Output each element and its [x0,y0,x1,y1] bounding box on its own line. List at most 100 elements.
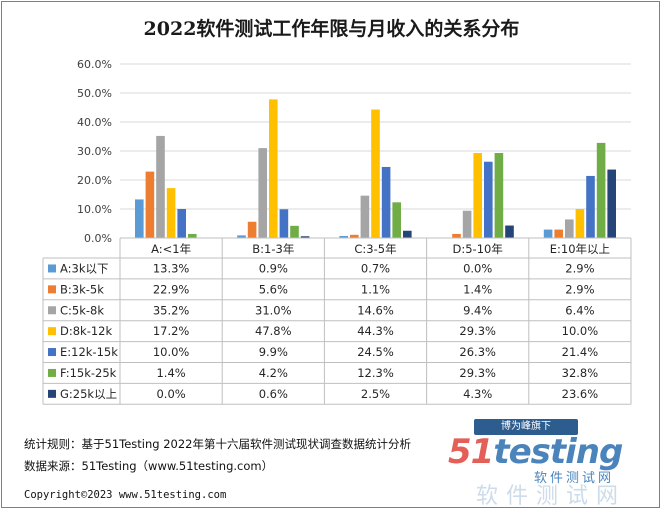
footer-source: 数据来源：51Testing（www.51testing.com） [24,459,274,473]
table-value: 0.0% [463,261,492,275]
table-value: 1.4% [463,282,492,296]
legend-key [48,348,56,357]
table-value: 4.2% [259,366,288,380]
table-value: 2.9% [565,282,594,296]
legend-key [48,368,56,377]
footer-rule: 统计规则：基于51Testing 2022年第十六届软件测试现状调查数据统计分析 [24,437,411,451]
y-tick-label: 20.0% [77,174,112,187]
table-value: 35.2% [153,303,190,317]
bar [145,171,155,238]
table-value: 13.3% [153,261,190,275]
bar [505,225,514,238]
table-value: 24.5% [357,345,394,359]
bar [156,135,165,238]
series-label: E:12k-15k [60,345,118,359]
watermark-logo: 51testing [448,432,623,472]
bar [258,148,267,238]
category-label: E:10年以上 [550,242,610,256]
watermark-sub-faded: 软件测试网 [476,484,627,509]
table-value: 9.4% [463,303,492,317]
bar [473,153,482,238]
bar [586,175,595,238]
table-value: 47.8% [255,324,292,338]
table-value: 44.3% [357,324,394,338]
category-label: C:3-5年 [354,242,396,256]
table-value: 0.9% [259,261,288,275]
bar [596,142,606,238]
table-value: 0.7% [361,261,390,275]
category-label: A:<1年 [151,242,191,256]
bar [300,236,310,238]
table-value: 2.9% [565,261,594,275]
table-value: 12.3% [357,366,394,380]
series-label: C:5k-8k [60,303,104,317]
table-value: 31.0% [255,303,292,317]
table-value: 0.6% [259,387,288,401]
bar [188,233,197,238]
table-value: 29.3% [459,366,496,380]
table-value: 5.6% [259,282,288,296]
table-value: 14.6% [357,303,394,317]
table-value: 6.4% [565,303,594,317]
bar [403,230,412,238]
bar [360,195,370,238]
table-value: 17.2% [153,324,190,338]
series-label: D:8k-12k [60,324,112,338]
bar [350,234,359,238]
series-label: A:3k以下 [60,261,109,275]
bar [484,161,493,238]
table-value: 0.0% [156,387,185,401]
bar [554,229,563,238]
series-label: F:15k-25k [60,366,117,380]
bar [177,209,186,238]
bar [392,202,401,238]
series-label: B:3k-5k [60,282,104,296]
category-label: D:5-10年 [453,242,503,256]
legend-key [48,389,56,398]
bar [339,235,348,238]
y-tick-label: 10.0% [77,203,112,216]
bar [166,188,176,238]
bar [371,109,380,238]
table-value: 21.4% [562,345,599,359]
y-tick-label: 30.0% [77,145,112,158]
table-value: 29.3% [459,324,496,338]
table-value: 1.1% [361,282,390,296]
y-tick-label: 0.0% [84,232,112,245]
bar [462,210,472,238]
bar [279,209,289,238]
table-value: 10.0% [562,324,599,338]
y-tick-label: 50.0% [77,87,112,100]
bar [543,229,553,238]
bar [607,169,616,238]
bar [575,209,585,238]
bar [247,221,257,238]
chart-title: 2022软件测试工作年限与月收入的关系分布 [143,18,520,40]
table-value: 23.6% [562,387,599,401]
table-value: 26.3% [459,345,496,359]
copyright: Copyright©2023 www.51testing.com [24,489,227,501]
watermark-sub: 软件测试网 [534,471,615,486]
bar [494,153,504,238]
bar [452,233,461,238]
y-tick-label: 40.0% [77,116,112,129]
bar [565,219,574,238]
y-tick-label: 60.0% [77,58,112,71]
legend-key [48,285,56,294]
bar [290,225,299,238]
table-value: 9.9% [259,345,288,359]
table-value: 2.5% [361,387,390,401]
bar [269,99,278,238]
table-value: 22.9% [153,282,190,296]
table-value: 10.0% [153,345,190,359]
table-value: 4.3% [463,387,492,401]
table-value: 32.8% [562,366,599,380]
legend-key [48,306,56,315]
watermark-badge: 博为峰旗下 [474,419,578,435]
bar [381,166,391,238]
bar [237,235,246,238]
legend-key [48,327,56,336]
bar [135,199,144,238]
